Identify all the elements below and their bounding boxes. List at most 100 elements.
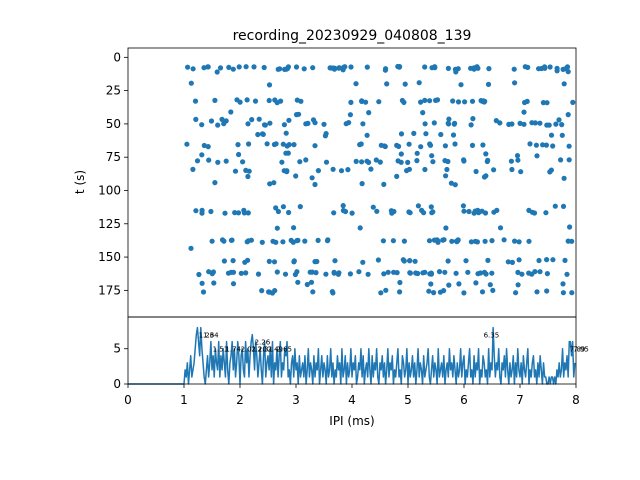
spike-point xyxy=(565,112,571,118)
spike-point xyxy=(323,271,329,277)
spike-point xyxy=(273,205,279,211)
spike-point xyxy=(378,142,384,148)
spike-point xyxy=(251,64,257,70)
peak-label: 1.74 xyxy=(225,346,241,354)
peak-label: 7.95 xyxy=(573,346,589,354)
spike-point xyxy=(418,99,424,105)
ipi-peak-labels: 1.261.34 1.511.74 2.012.202.262.312.492.65… xyxy=(199,332,589,354)
spike-point xyxy=(560,203,567,209)
spike-point xyxy=(235,210,242,216)
spike-point xyxy=(442,269,448,275)
spike-point xyxy=(283,130,289,136)
spike-point xyxy=(544,271,551,277)
spike-point xyxy=(266,258,272,264)
spike-point xyxy=(373,157,379,163)
spike-point xyxy=(330,290,336,296)
spike-point xyxy=(548,132,555,138)
spike-point xyxy=(477,270,484,276)
spike-point xyxy=(235,142,241,148)
spike-point xyxy=(505,259,511,265)
spike-point xyxy=(315,168,321,174)
spike-point xyxy=(286,117,292,123)
x-tick-label: 0 xyxy=(124,393,132,407)
peak-label: 2.26 xyxy=(255,339,271,347)
spike-point xyxy=(422,166,428,173)
spike-point xyxy=(494,207,500,213)
spike-point xyxy=(420,110,426,116)
spike-point xyxy=(423,131,429,137)
spike-point xyxy=(205,64,211,70)
x-tick-label: 3 xyxy=(292,393,300,407)
spike-point xyxy=(509,166,515,173)
spike-point xyxy=(322,133,328,139)
spike-point xyxy=(426,288,432,294)
spike-point xyxy=(305,120,311,126)
spike-point xyxy=(199,152,205,158)
spike-point xyxy=(314,258,320,265)
spike-point xyxy=(407,270,413,276)
spike-point xyxy=(547,169,553,175)
spike-point xyxy=(487,282,493,288)
raster-points xyxy=(184,63,576,296)
spike-point xyxy=(266,97,272,104)
spike-point xyxy=(382,67,388,73)
spike-point xyxy=(188,245,194,251)
spike-point xyxy=(511,66,517,72)
spike-point xyxy=(537,120,543,126)
spike-point xyxy=(284,143,290,149)
spike-point xyxy=(455,99,462,105)
spike-point xyxy=(194,158,201,164)
spike-point xyxy=(544,100,550,106)
spike-point xyxy=(497,225,504,231)
peak-label: 1.26 xyxy=(199,332,215,340)
spike-point xyxy=(470,116,476,122)
spike-point xyxy=(445,120,451,126)
x-tick-label: 1 xyxy=(180,393,188,407)
spike-point xyxy=(509,259,515,265)
spike-point xyxy=(452,120,458,126)
spike-point xyxy=(486,66,492,72)
raster-panel: 0 25 50 75 100 125 150 175 t (s) xyxy=(73,47,577,318)
spike-point xyxy=(241,210,247,216)
spike-point xyxy=(540,142,546,148)
spike-point xyxy=(397,279,403,286)
spike-point xyxy=(360,121,366,127)
spike-point xyxy=(455,237,461,243)
spike-point xyxy=(430,209,436,215)
spike-point xyxy=(475,65,481,71)
spike-point xyxy=(301,66,307,72)
spike-point xyxy=(205,144,211,150)
spike-point xyxy=(364,132,370,138)
spike-point xyxy=(193,116,199,122)
spike-point xyxy=(450,132,457,138)
spike-point xyxy=(560,281,566,287)
spike-point xyxy=(378,290,384,296)
spike-point xyxy=(569,290,575,296)
spike-point xyxy=(338,168,345,174)
spike-point xyxy=(513,290,519,296)
spike-point xyxy=(297,204,303,210)
spike-point xyxy=(422,64,428,70)
spike-point xyxy=(547,64,553,70)
spike-point xyxy=(533,142,540,148)
spike-point xyxy=(566,157,572,163)
spike-point xyxy=(428,204,434,210)
spike-point xyxy=(526,207,532,213)
spike-point xyxy=(543,210,549,216)
spike-point xyxy=(304,281,310,288)
spike-point xyxy=(483,271,489,277)
spike-point xyxy=(517,120,523,126)
spike-point xyxy=(550,257,556,263)
spike-point xyxy=(360,259,366,265)
y-tick-label: 75 xyxy=(106,150,121,164)
spike-point xyxy=(280,239,286,245)
spike-point xyxy=(312,143,318,149)
spike-point xyxy=(553,121,559,127)
spike-point xyxy=(347,112,353,118)
spike-point xyxy=(228,237,234,243)
spike-point xyxy=(414,150,420,156)
spike-point xyxy=(398,151,404,157)
spike-point xyxy=(468,239,474,245)
spike-point xyxy=(370,204,376,210)
